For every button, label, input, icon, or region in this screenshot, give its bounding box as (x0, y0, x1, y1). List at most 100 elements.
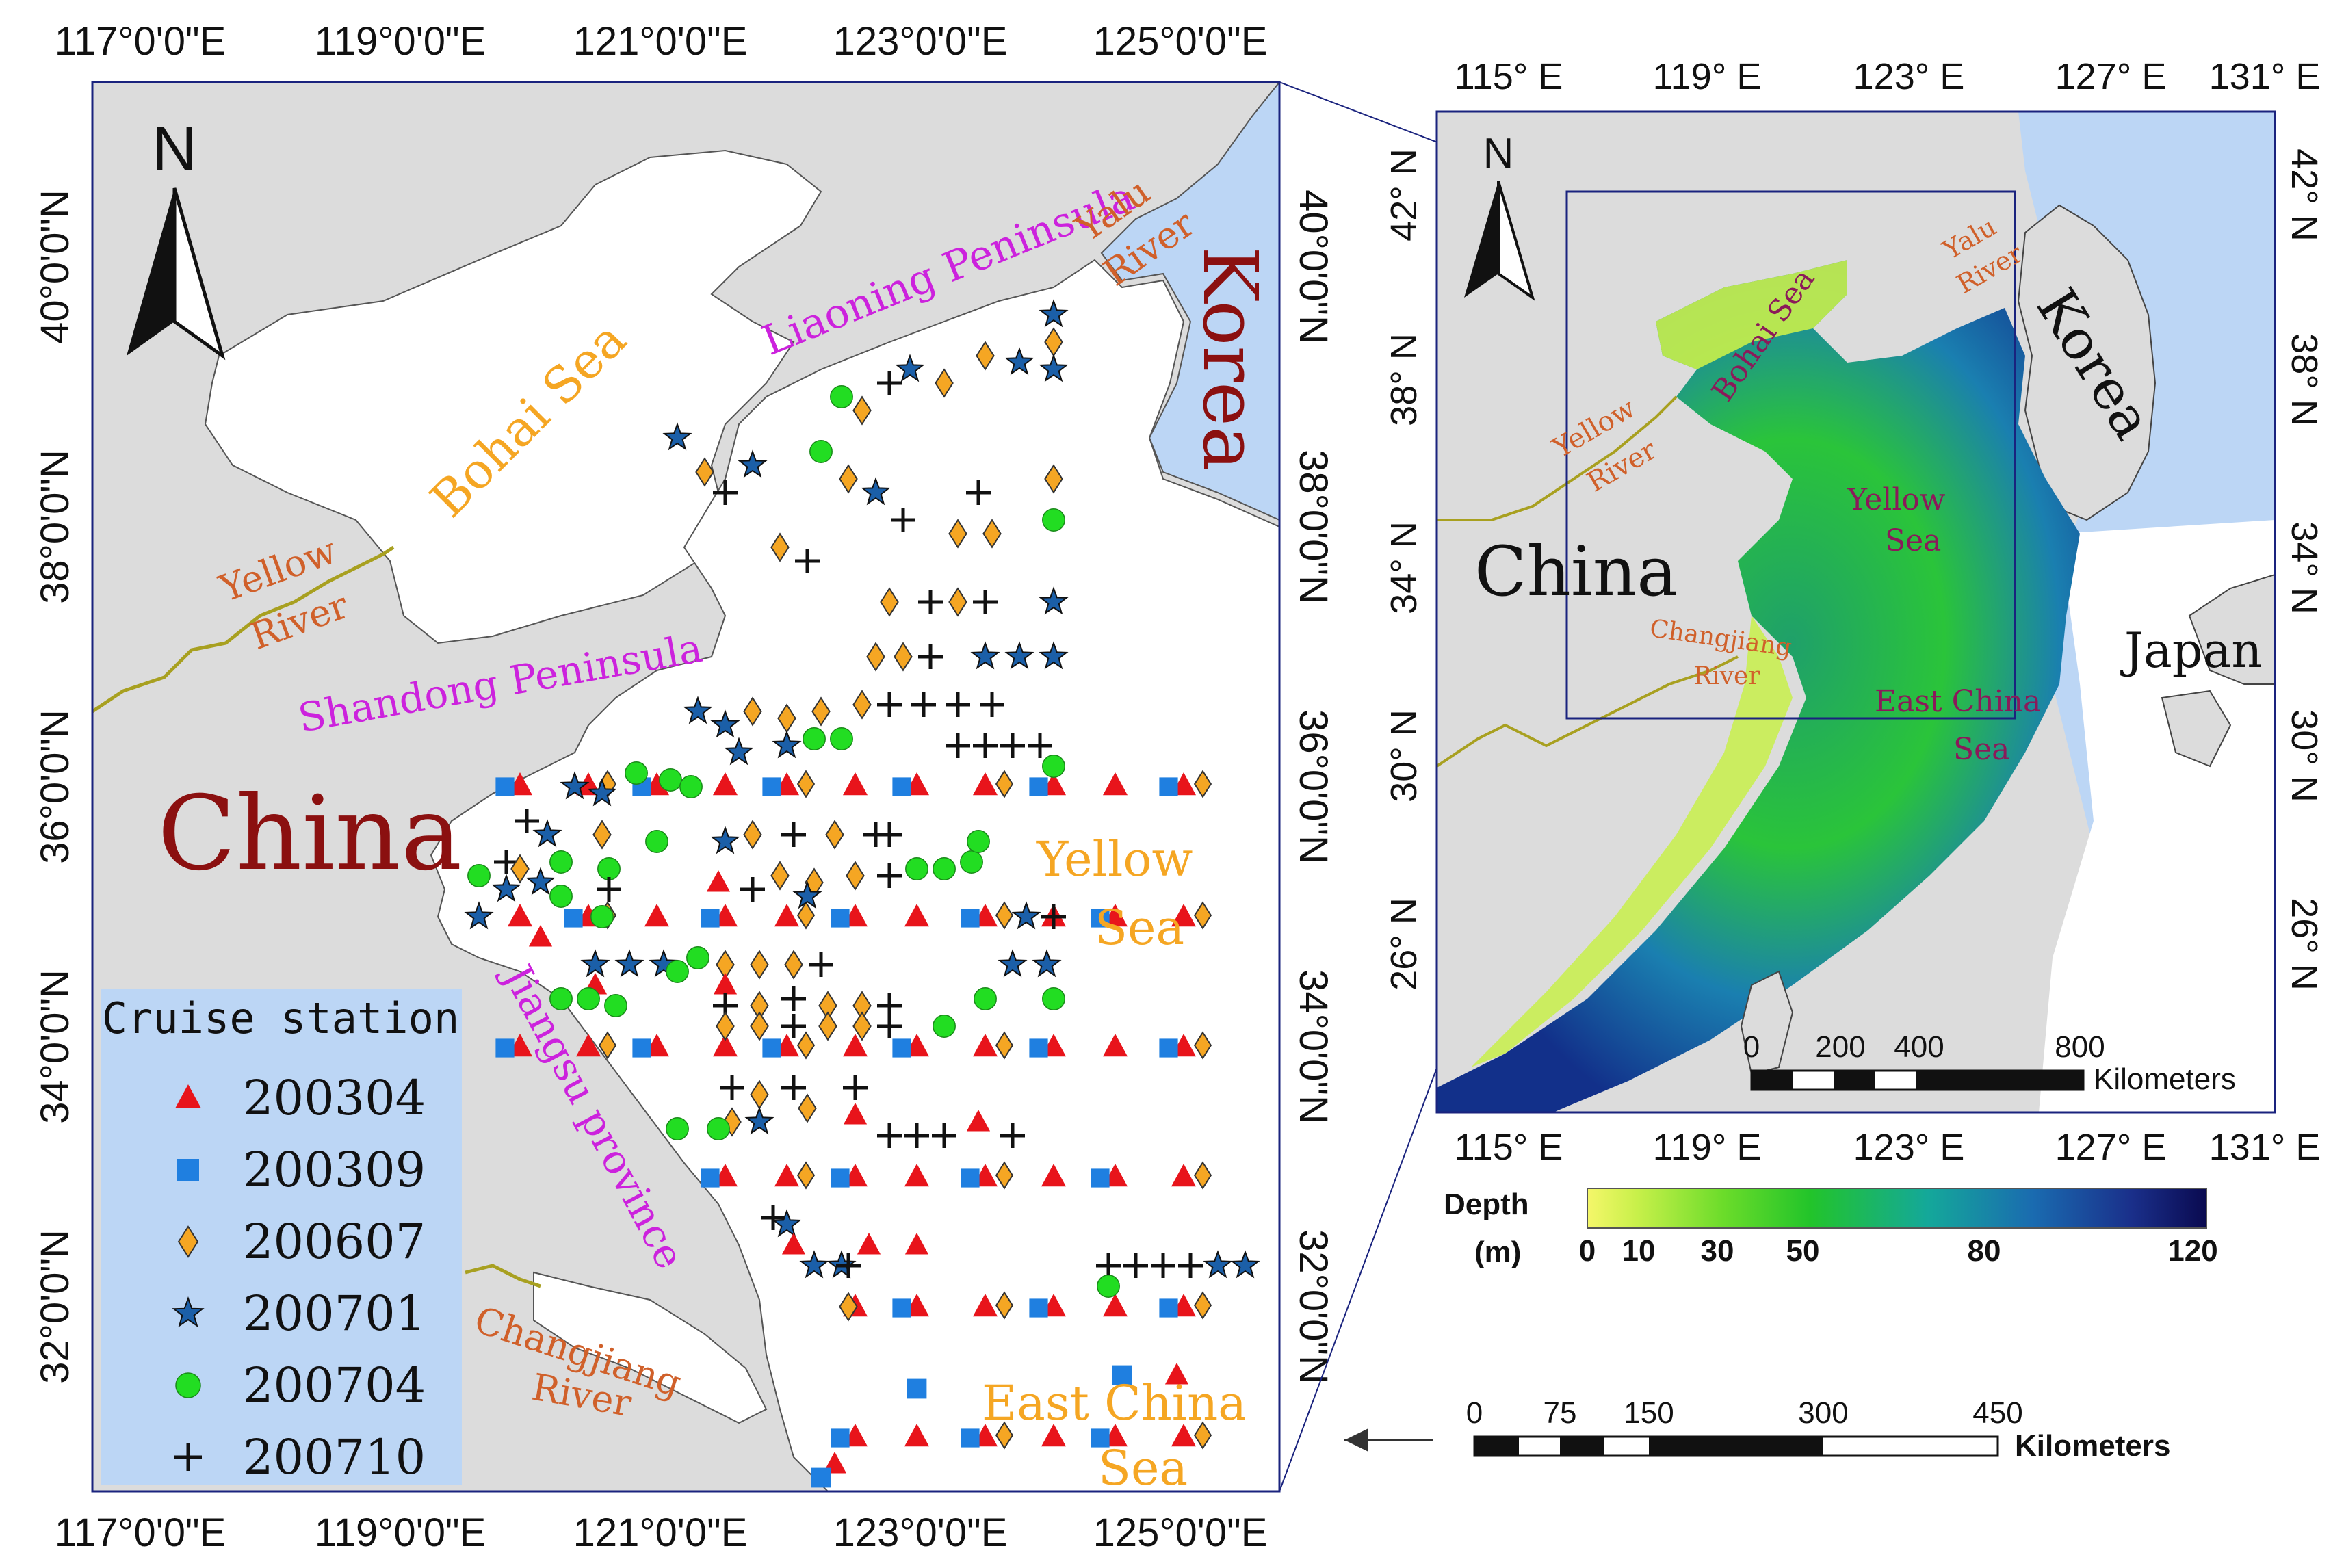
bottom-scale-unit: Kilometers (2015, 1429, 2170, 1463)
station-diamond (716, 1011, 735, 1041)
station-star (861, 477, 891, 506)
station-cross (1151, 1253, 1175, 1278)
station-star (710, 709, 740, 738)
station-square (961, 1428, 980, 1448)
station-triangle (1041, 1424, 1067, 1447)
station-triangle (904, 1424, 930, 1447)
station-triangle (507, 904, 533, 927)
station-diamond (995, 1291, 1014, 1320)
station-circle (666, 1117, 689, 1140)
station-star (1011, 901, 1041, 930)
right-map-right-lat-label: 34° N (2284, 521, 2325, 614)
legend-symbol-triangle (175, 1084, 201, 1108)
station-star (1230, 1250, 1260, 1279)
station-triangle (842, 772, 868, 796)
right-bottom-lon-label: 131° E (2209, 1127, 2321, 1168)
station-triangle (857, 1233, 881, 1255)
station-diamond (1193, 1031, 1212, 1060)
left-lat-label: 32°0'0"N (33, 1229, 77, 1384)
station-cross (918, 590, 943, 614)
left-bottom-lon-label: 125°0'0"E (1093, 1511, 1268, 1555)
label-china-left: China (157, 774, 462, 893)
station-triangle (712, 772, 738, 796)
station-square (831, 1168, 850, 1188)
station-star (772, 730, 802, 759)
station-diamond (995, 1031, 1014, 1060)
label-east-china-sea-1: East China (982, 1375, 1247, 1431)
north-arrow-right: N (1464, 130, 1535, 301)
depth-tick-3: 50 (1786, 1234, 1820, 1268)
right-map-left-lat-label: 26° N (1383, 898, 1424, 991)
station-circle (645, 830, 668, 853)
station-square (892, 1038, 911, 1058)
right-map: N Bohai Sea Yalu River Korea Yellow Rive… (1383, 56, 2325, 1168)
station-diamond (948, 587, 967, 617)
bottom-scale-tick-2: 150 (1624, 1396, 1674, 1430)
korea-area (1100, 82, 1279, 521)
right-map-left-lat-label: 34° N (1383, 521, 1424, 614)
left-lat-label: 34°0'0"N (33, 969, 77, 1124)
station-circle (590, 905, 614, 928)
station-circle (905, 857, 928, 880)
station-diamond (825, 820, 844, 850)
station-triangle (904, 1233, 929, 1255)
left-bottom-lon-label: 119°0'0"E (315, 1511, 486, 1555)
station-triangle (904, 904, 930, 927)
station-square (961, 1168, 980, 1188)
station-diamond (995, 770, 1014, 798)
station-diamond (1193, 901, 1212, 930)
right-top-lon-label: 115° E (1455, 56, 1563, 97)
station-circle (1042, 987, 1065, 1010)
station-diamond (818, 1011, 837, 1041)
label-yellow-sea-2: Sea (1095, 900, 1184, 956)
station-diamond (1193, 770, 1212, 798)
station-triangle (644, 904, 670, 927)
bottom-scale-tick-1: 75 (1544, 1396, 1577, 1430)
station-square (892, 1298, 911, 1318)
station-circle (707, 1117, 730, 1140)
station-cross (809, 952, 833, 977)
legend-item-200607: 200607 (177, 1214, 426, 1270)
station-diamond (976, 341, 995, 371)
right-map-right-lat-label: 26° N (2284, 898, 2325, 991)
station-circle (597, 857, 621, 880)
station-star (772, 1209, 802, 1238)
station-cross (515, 809, 539, 833)
station-circle (577, 987, 600, 1010)
station-cross (911, 692, 936, 717)
cruise-stations (464, 299, 1260, 1488)
station-star (895, 354, 925, 382)
label-yellow-sea-right-2: Sea (1885, 523, 1941, 558)
label-china-right: China (1474, 532, 1678, 612)
station-diamond (722, 1107, 742, 1137)
station-star (649, 949, 679, 978)
label-east-china-sea-2: Sea (1098, 1440, 1188, 1496)
station-triangle (904, 1164, 930, 1187)
station-star (1039, 354, 1069, 382)
station-triangle (1171, 904, 1197, 927)
label-changjiang-right-2: River (1693, 662, 1760, 690)
left-map-axis-labels: 117°0'0"E 119°0'0"E 121°0'0"E 123°0'0"E 125°… (33, 19, 1336, 1555)
depth-tick-5: 120 (2167, 1234, 2217, 1268)
station-diamond (894, 642, 913, 672)
right-scale-tick-2: 400 (1894, 1030, 1944, 1064)
yellow-river-line (92, 545, 395, 714)
station-circle (933, 1015, 956, 1038)
legend-item-200710: 200710 (174, 1429, 426, 1485)
depth-tick-2: 30 (1701, 1234, 1734, 1268)
station-circle (467, 864, 491, 887)
station-diamond (948, 519, 967, 549)
station-square (762, 777, 781, 796)
station-circle (960, 850, 983, 874)
station-triangle (706, 870, 731, 892)
left-top-lon-label: 123°0'0"E (833, 19, 1008, 64)
label-japan: Japan (2120, 623, 2262, 679)
station-triangle (774, 1164, 800, 1187)
station-diamond (510, 854, 530, 884)
station-diamond (995, 901, 1014, 930)
station-star (799, 1250, 829, 1279)
station-star (1039, 641, 1069, 670)
station-diamond (598, 1031, 617, 1060)
station-diamond (866, 642, 885, 672)
station-cross (720, 1075, 744, 1100)
